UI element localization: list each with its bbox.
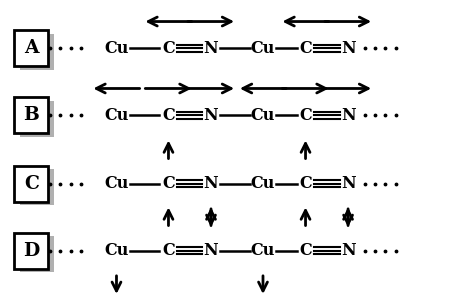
Bar bbox=[14, 30, 48, 66]
Text: Cu: Cu bbox=[251, 175, 275, 192]
Text: N: N bbox=[204, 40, 219, 57]
Text: N: N bbox=[204, 175, 219, 192]
Text: Cu: Cu bbox=[104, 175, 128, 192]
Text: C: C bbox=[24, 175, 39, 193]
Bar bbox=[20, 34, 54, 70]
Text: C: C bbox=[299, 242, 312, 259]
Text: C: C bbox=[162, 40, 175, 57]
Text: A: A bbox=[24, 39, 39, 57]
Text: N: N bbox=[341, 40, 356, 57]
Text: D: D bbox=[23, 242, 39, 260]
Text: C: C bbox=[299, 175, 312, 192]
Text: Cu: Cu bbox=[104, 242, 128, 259]
Bar bbox=[14, 166, 48, 202]
Text: N: N bbox=[341, 242, 356, 259]
Text: C: C bbox=[299, 40, 312, 57]
Text: Cu: Cu bbox=[251, 242, 275, 259]
Text: Cu: Cu bbox=[104, 107, 128, 124]
Text: Cu: Cu bbox=[251, 107, 275, 124]
Text: Cu: Cu bbox=[104, 40, 128, 57]
Text: Cu: Cu bbox=[251, 40, 275, 57]
Text: N: N bbox=[341, 107, 356, 124]
Bar bbox=[14, 233, 48, 269]
Text: B: B bbox=[24, 106, 39, 124]
Text: C: C bbox=[162, 242, 175, 259]
Text: N: N bbox=[204, 107, 219, 124]
Bar bbox=[20, 237, 54, 272]
Bar bbox=[20, 170, 54, 205]
Text: N: N bbox=[204, 242, 219, 259]
Text: C: C bbox=[299, 107, 312, 124]
Bar bbox=[20, 101, 54, 137]
Text: C: C bbox=[162, 175, 175, 192]
Text: C: C bbox=[162, 107, 175, 124]
Bar bbox=[14, 97, 48, 133]
Text: N: N bbox=[341, 175, 356, 192]
